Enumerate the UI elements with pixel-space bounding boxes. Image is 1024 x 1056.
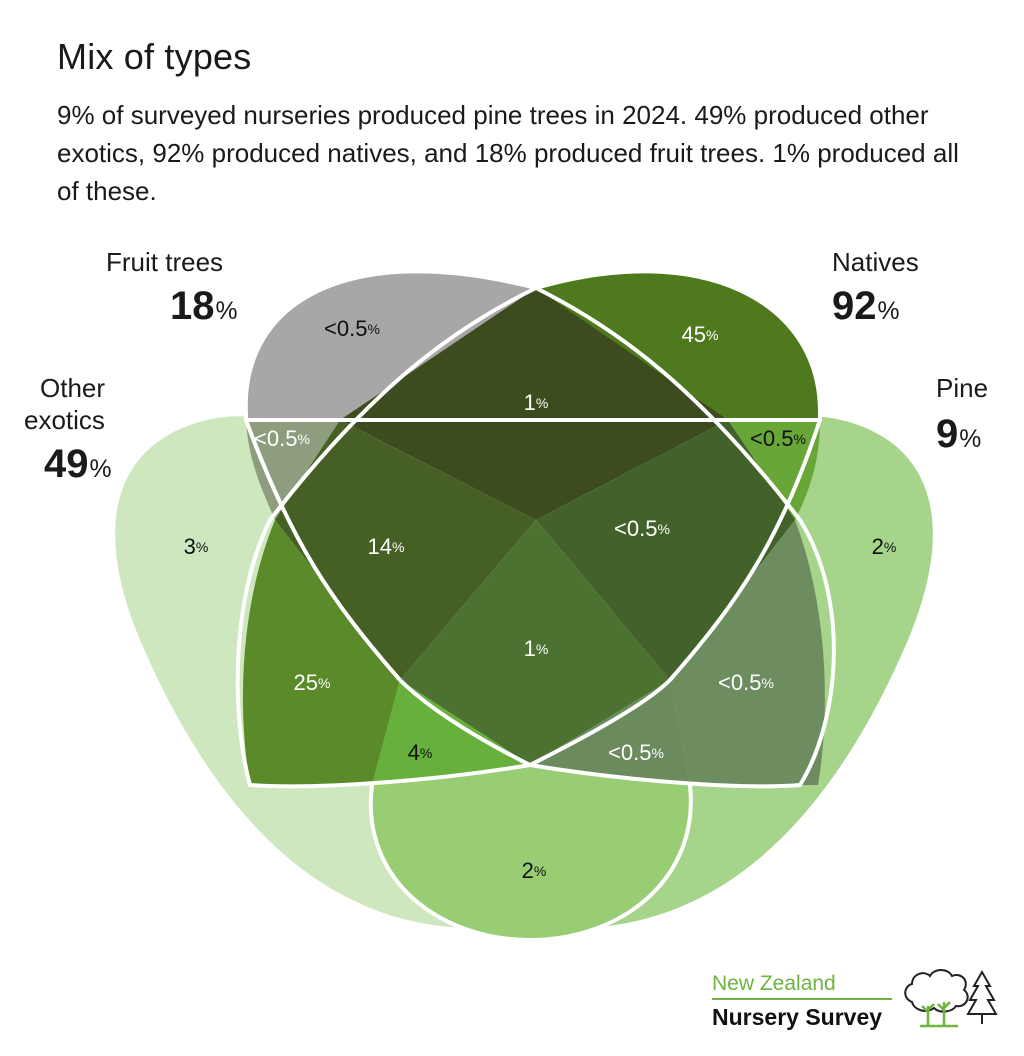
exotics-pine-value: 2% bbox=[522, 858, 547, 883]
exotics-only-value: 3% bbox=[184, 534, 209, 559]
fruit-natives-value: 1% bbox=[524, 390, 549, 415]
pine-percent: 9% bbox=[936, 412, 982, 456]
exotics-natives-region bbox=[242, 520, 400, 785]
fruit-natives-pine-value: <0.5% bbox=[614, 516, 670, 541]
natives-pine-exotics-side-region bbox=[530, 680, 690, 785]
pine-label: Pine bbox=[936, 373, 989, 403]
page-title: Mix of types bbox=[57, 36, 252, 77]
exotics-natives-pine-value: 4% bbox=[408, 740, 433, 765]
natives-pine-exotics-side-value: <0.5% bbox=[608, 740, 664, 765]
natives-set bbox=[536, 271, 821, 420]
logo-line2: Nursery Survey bbox=[712, 1004, 883, 1030]
fruit-trees-set bbox=[245, 271, 536, 420]
set-outlines bbox=[235, 269, 836, 943]
natives-label: Natives bbox=[832, 247, 919, 277]
exotics-fruit-value: <0.5% bbox=[254, 426, 310, 451]
trees-logo-icon bbox=[904, 969, 998, 1028]
exotics-fruit-natives-value: 14% bbox=[368, 534, 405, 559]
logo-divider bbox=[712, 998, 892, 1000]
natives-pine-side-value: <0.5% bbox=[718, 670, 774, 695]
page-subtitle: 9% of surveyed nurseries produced pine t… bbox=[57, 100, 959, 206]
exotics-natives-pine-region bbox=[372, 680, 530, 785]
logo-line1: New Zealand bbox=[712, 972, 836, 995]
pine-only-value: 2% bbox=[872, 534, 897, 559]
exotics-fruit-natives-region bbox=[275, 420, 536, 680]
exotics-natives-value: 25% bbox=[294, 670, 331, 695]
all-four-value: 1% bbox=[524, 636, 549, 661]
natives-pine-region bbox=[728, 420, 820, 520]
natives-pine-side-region bbox=[670, 520, 825, 785]
fruit-trees-percent: 18% bbox=[170, 284, 238, 328]
natives-only-value: 45% bbox=[682, 322, 719, 347]
fruit-trees-label: Fruit trees bbox=[106, 247, 224, 277]
fruit-natives-pine-region bbox=[536, 420, 795, 680]
other-exotics-percent: 49% bbox=[44, 442, 112, 486]
natives-pine-value: <0.5% bbox=[750, 426, 806, 451]
other-exotics-label-line2: exotics bbox=[24, 405, 105, 435]
exotics-pine-region bbox=[370, 765, 691, 940]
all-four-region bbox=[400, 520, 670, 765]
natives-percent: 92% bbox=[832, 284, 900, 328]
exotics-fruit-region bbox=[246, 420, 340, 520]
fruit-natives-region bbox=[340, 288, 728, 520]
other-exotics-label-line1: Other bbox=[40, 373, 106, 403]
fruit-only-value: <0.5% bbox=[324, 316, 380, 341]
